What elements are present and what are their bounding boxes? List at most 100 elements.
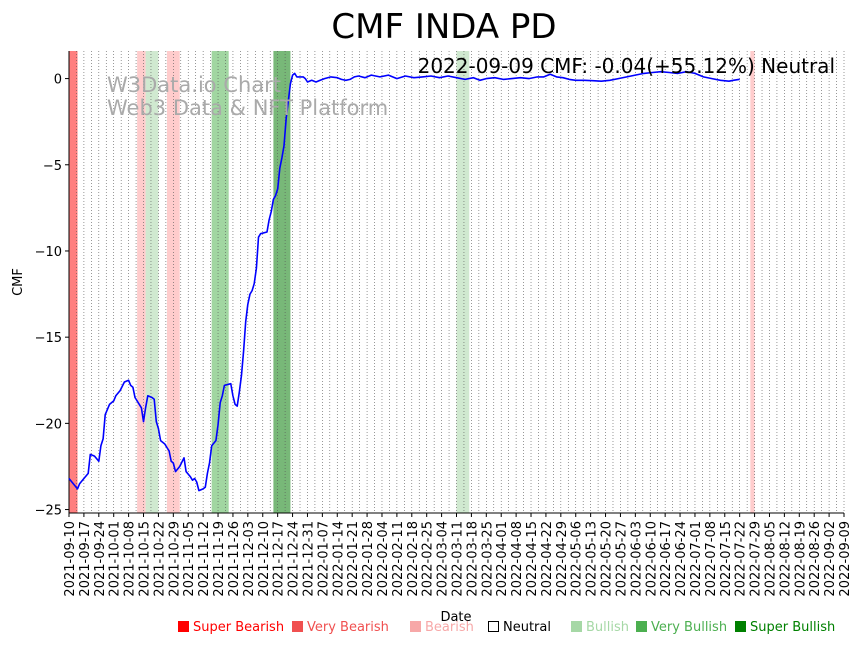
legend-swatch-icon — [410, 621, 421, 632]
legend-item-super-bearish: Super Bearish — [178, 620, 284, 635]
x-tick-label: 2022-03-11 — [451, 521, 466, 597]
legend-label: Bullish — [586, 620, 630, 635]
x-axis-label: Date — [440, 610, 471, 625]
x-tick-label: 2021-10-08 — [123, 521, 138, 597]
x-tick-label: 2022-07-01 — [689, 521, 704, 597]
x-tick-label: 2022-05-13 — [585, 521, 600, 597]
band-super-bearish — [69, 51, 78, 513]
x-tick-label: 2021-12-17 — [272, 521, 287, 597]
legend-swatch-icon — [488, 621, 499, 632]
x-tick-label: 2022-07-29 — [749, 521, 764, 597]
watermark-line-1: W3Data.io Chart — [107, 73, 281, 97]
x-tick-label: 2022-04-29 — [555, 521, 570, 597]
y-tick-label: −15 — [35, 331, 62, 346]
x-tick-label: 2022-04-01 — [495, 521, 510, 597]
band-bearish — [750, 51, 755, 513]
legend-item-super-bullish: Super Bullish — [735, 620, 835, 635]
legend-label: Super Bearish — [193, 620, 285, 635]
legend-label: Very Bullish — [651, 620, 728, 635]
x-tick-label: 2021-11-19 — [212, 521, 227, 597]
x-gridlines — [68, 51, 845, 513]
chart-title: CMF INDA PD — [331, 7, 556, 47]
x-tick-label: 2022-01-28 — [361, 521, 376, 597]
x-tick-label: 2022-06-10 — [644, 521, 659, 597]
x-tick-label: 2022-03-04 — [436, 521, 451, 597]
x-tick-label: 2021-09-17 — [78, 521, 93, 597]
x-tick-label: 2021-12-10 — [257, 521, 272, 597]
x-tick-label: 2022-07-15 — [719, 521, 734, 597]
legend-label: Super Bullish — [750, 620, 836, 635]
x-tick-label: 2022-06-17 — [659, 521, 674, 597]
sentiment-legend: Super Bearish Very Bearish Bearish Neutral B… — [178, 620, 858, 640]
x-tick-label: 2022-04-08 — [510, 521, 525, 597]
x-tick-label: 2022-03-25 — [480, 521, 495, 597]
band-very-bullish — [211, 51, 229, 513]
legend-item-neutral: Neutral — [488, 620, 551, 635]
legend-swatch-icon — [292, 621, 303, 632]
x-tick-label: 2022-09-02 — [823, 521, 838, 597]
legend-label: Very Bearish — [307, 620, 389, 635]
x-tick-label: 2022-04-22 — [540, 521, 555, 597]
legend-item-bullish: Bullish — [571, 620, 629, 635]
x-tick-label: 2022-03-18 — [465, 521, 480, 597]
x-tick-label: 2022-05-06 — [570, 521, 585, 597]
band-super-bullish — [273, 51, 291, 513]
y-ticks: 0 −5 −10 −15 −20 −25 — [35, 73, 69, 519]
legend-swatch-icon — [735, 621, 746, 632]
y-axis-label: CMF — [11, 268, 26, 296]
x-tick-label: 2021-11-26 — [227, 521, 242, 597]
legend-swatch-icon — [178, 621, 189, 632]
y-tick-label: −5 — [43, 159, 62, 174]
x-tick-label: 2021-10-01 — [108, 521, 123, 597]
x-tick-label: 2021-12-24 — [287, 521, 302, 597]
x-tick-label: 2021-12-31 — [301, 521, 316, 597]
legend-item-very-bullish: Very Bullish — [636, 620, 727, 635]
x-tick-label: 2022-02-18 — [406, 521, 421, 597]
x-tick-label: 2022-08-19 — [793, 521, 808, 597]
x-tick-label: 2022-01-14 — [331, 521, 346, 597]
y-tick-label: 0 — [54, 73, 62, 88]
legend-item-very-bearish: Very Bearish — [292, 620, 389, 635]
x-tick-label: 2022-01-21 — [346, 521, 361, 597]
legend-label: Bearish — [425, 620, 474, 635]
x-tick-label: 2022-02-04 — [376, 521, 391, 597]
legend-label: Neutral — [503, 620, 551, 635]
x-tick-label: 2021-09-24 — [93, 521, 108, 597]
x-tick-label: 2022-08-12 — [778, 521, 793, 597]
x-tick-label: 2021-10-22 — [152, 521, 167, 597]
x-tick-label: 2022-02-11 — [391, 521, 406, 597]
y-tick-label: −10 — [35, 245, 62, 260]
x-tick-label: 2021-10-15 — [138, 521, 153, 597]
band-bearish — [137, 51, 146, 513]
x-tick-label: 2021-12-03 — [242, 521, 257, 597]
x-tick-label: 2022-04-15 — [525, 521, 540, 597]
watermark-line-2: Web3 Data & NFT Platform — [107, 96, 388, 120]
x-tick-label: 2022-09-09 — [838, 521, 853, 597]
x-tick-label: 2021-10-29 — [167, 521, 182, 597]
band-bullish — [145, 51, 159, 513]
x-tick-label: 2022-05-27 — [614, 521, 629, 597]
y-tick-label: −20 — [35, 417, 62, 432]
x-tick-label: 2022-02-25 — [421, 521, 436, 597]
sentiment-bands — [69, 51, 755, 513]
x-tick-label: 2021-09-10 — [63, 521, 78, 597]
x-tick-label: 2022-07-22 — [734, 521, 749, 597]
cmf-series — [68, 70, 740, 492]
x-tick-label: 2021-11-05 — [182, 521, 197, 597]
y-tick-label: −25 — [35, 504, 62, 519]
cmf-line — [68, 70, 740, 492]
x-tick-label: 2022-08-05 — [763, 521, 778, 597]
legend-item-bearish: Bearish — [410, 620, 474, 635]
x-ticks: 2021-09-10 2021-09-17 2021-09-24 2021-10-01… — [63, 513, 853, 597]
latest-value-annotation: 2022-09-09 CMF: -0.04(+55.12%) Neutral — [418, 54, 835, 78]
x-tick-label: 2022-05-20 — [600, 521, 615, 597]
band-bullish — [456, 51, 470, 513]
x-tick-label: 2021-11-12 — [197, 521, 212, 597]
legend-swatch-icon — [571, 621, 582, 632]
x-tick-label: 2022-06-24 — [674, 521, 689, 597]
x-tick-label: 2022-01-07 — [316, 521, 331, 597]
x-tick-label: 2022-06-03 — [629, 521, 644, 597]
x-tick-label: 2022-08-26 — [808, 521, 823, 597]
x-tick-label: 2022-07-08 — [704, 521, 719, 597]
